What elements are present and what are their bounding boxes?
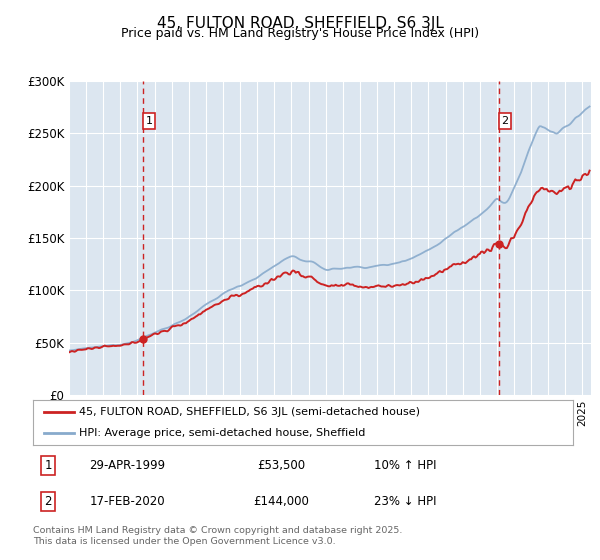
Text: 2: 2	[44, 494, 52, 508]
Text: 1: 1	[44, 459, 52, 472]
Text: 23% ↓ HPI: 23% ↓ HPI	[374, 494, 437, 508]
Text: HPI: Average price, semi-detached house, Sheffield: HPI: Average price, semi-detached house,…	[79, 428, 365, 438]
Text: £53,500: £53,500	[257, 459, 305, 472]
Text: 45, FULTON ROAD, SHEFFIELD, S6 3JL: 45, FULTON ROAD, SHEFFIELD, S6 3JL	[157, 16, 443, 31]
Text: £144,000: £144,000	[253, 494, 310, 508]
Text: 29-APR-1999: 29-APR-1999	[89, 459, 166, 472]
Text: 1: 1	[146, 116, 152, 126]
Text: Contains HM Land Registry data © Crown copyright and database right 2025.
This d: Contains HM Land Registry data © Crown c…	[33, 526, 403, 546]
Text: 17-FEB-2020: 17-FEB-2020	[89, 494, 166, 508]
Text: 10% ↑ HPI: 10% ↑ HPI	[374, 459, 437, 472]
Text: 45, FULTON ROAD, SHEFFIELD, S6 3JL (semi-detached house): 45, FULTON ROAD, SHEFFIELD, S6 3JL (semi…	[79, 408, 420, 418]
Text: Price paid vs. HM Land Registry's House Price Index (HPI): Price paid vs. HM Land Registry's House …	[121, 27, 479, 40]
Text: 2: 2	[502, 116, 509, 126]
